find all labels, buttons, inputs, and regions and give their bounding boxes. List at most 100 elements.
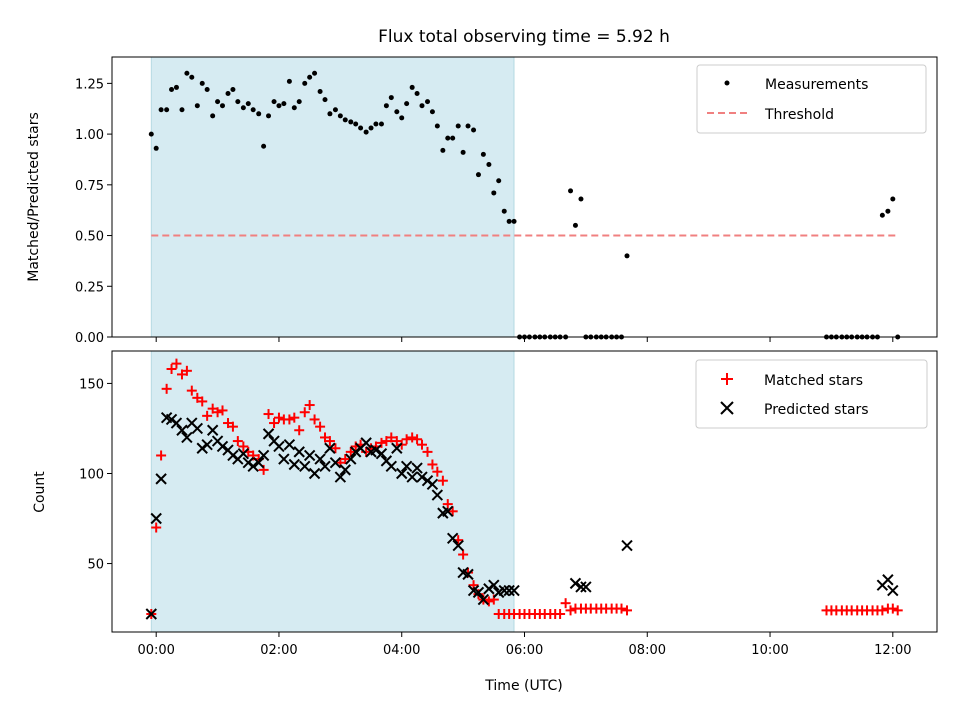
measurement-point <box>373 121 379 127</box>
matched-star-point <box>202 410 213 421</box>
legend-predicted-label: Predicted stars <box>764 402 869 418</box>
matched-star-point <box>376 437 387 448</box>
matched-star-points <box>146 358 903 619</box>
x-tick-label: 02:00 <box>260 643 297 658</box>
measurement-point <box>358 125 364 131</box>
matched-star-point <box>340 454 351 465</box>
matched-star-point <box>289 412 300 423</box>
predicted-star-point <box>462 568 474 581</box>
bottom-x-ticks: 00:00 02:00 04:00 06:00 08:00 10:00 12:00 <box>137 632 912 658</box>
measurement-point <box>378 121 384 127</box>
matched-star-point <box>181 365 192 376</box>
predicted-star-point <box>176 424 188 436</box>
predicted-star-point <box>385 460 398 472</box>
predicted-star-point <box>375 447 388 460</box>
bottom-legend: Matched stars Predicted stars <box>695 359 928 429</box>
measurement-point <box>215 99 221 105</box>
measurement-point <box>173 84 179 90</box>
predicted-star-point <box>334 471 347 483</box>
top-observing-span <box>150 56 515 338</box>
measurement-point <box>184 70 190 76</box>
matched-star-point <box>217 405 228 416</box>
predicted-star-point <box>273 440 285 453</box>
bottom-observing-span <box>150 350 515 633</box>
bottom-y-ticks: 50 100 150 <box>79 377 112 573</box>
chart-title: Flux total observing time = 5.92 h <box>378 27 670 47</box>
top-y-ticks: 0.00 0.25 0.50 0.75 1.00 1.25 <box>75 77 112 346</box>
measurement-point <box>291 105 297 111</box>
predicted-star-point <box>247 460 259 472</box>
measurement-point <box>332 107 338 113</box>
measurement-point <box>440 147 446 153</box>
matched-star-point <box>166 364 177 375</box>
measurement-point <box>281 101 287 107</box>
measurement-point <box>322 97 328 103</box>
measurement-point <box>225 91 231 97</box>
predicted-star-point <box>442 505 454 518</box>
x-tick-label: 08:00 <box>629 643 666 658</box>
x-tick-label: 10:00 <box>751 643 788 658</box>
matched-star-point <box>304 400 315 411</box>
measurement-point <box>496 178 502 184</box>
predicted-star-point <box>575 581 587 593</box>
predicted-star-point <box>288 458 301 471</box>
predicted-star-point <box>216 440 229 453</box>
measurement-point <box>327 111 333 117</box>
predicted-star-point <box>580 581 592 593</box>
predicted-star-point <box>324 442 336 454</box>
measurement-point <box>307 74 313 80</box>
matched-star-point <box>437 475 448 486</box>
matched-star-point <box>330 443 341 454</box>
measurement-point <box>266 113 272 119</box>
predicted-star-point <box>237 447 250 460</box>
predicted-star-point <box>206 424 219 436</box>
measurement-point <box>230 86 236 92</box>
matched-star-point <box>273 412 284 423</box>
measurement-point <box>404 101 410 107</box>
matched-star-point <box>186 385 197 396</box>
matched-star-point <box>212 407 223 418</box>
matched-star-point <box>463 567 474 578</box>
measurement-point <box>158 107 164 113</box>
matched-star-point <box>151 522 162 533</box>
measurement-point <box>465 123 471 129</box>
measurement-point <box>511 218 517 224</box>
measurement-point <box>148 131 154 137</box>
measurement-point <box>506 218 512 224</box>
predicted-star-point <box>181 431 193 444</box>
measurement-point <box>429 109 435 115</box>
measurement-point <box>455 123 461 129</box>
measurement-point <box>296 99 302 105</box>
bottom-y-tick-label: 150 <box>79 377 104 392</box>
top-legend: Measurements Threshold <box>696 64 927 134</box>
x-tick-label: 12:00 <box>874 643 911 658</box>
x-axis-label: Time (UTC) <box>484 678 562 694</box>
predicted-star-point <box>253 456 265 469</box>
measurement-point <box>578 196 584 202</box>
predicted-star-point <box>308 467 321 480</box>
legend-threshold-label: Threshold <box>764 107 834 123</box>
predicted-star-point <box>621 539 633 552</box>
measurement-point <box>153 145 159 151</box>
measurement-point <box>337 113 343 119</box>
predicted-star-point <box>293 446 305 458</box>
predicted-star-point <box>345 453 357 465</box>
predicted-star-point <box>329 456 342 469</box>
measurement-point <box>414 91 420 97</box>
measurement-point <box>394 109 400 115</box>
top-y-tick-label: 0.75 <box>75 179 104 194</box>
predicted-star-point <box>882 574 894 586</box>
matched-star-point <box>324 436 335 447</box>
predicted-star-point <box>498 584 510 597</box>
matched-star-point <box>345 446 356 457</box>
top-y-axis-label: Matched/Predicted stars <box>26 112 42 282</box>
matched-star-point <box>616 603 627 614</box>
measurement-point <box>204 86 210 92</box>
measurement-point <box>572 222 578 228</box>
matched-star-point <box>269 418 280 429</box>
matched-star-point <box>422 446 433 457</box>
matched-star-point <box>416 439 427 450</box>
top-plot-frame <box>111 56 938 338</box>
measurement-point <box>219 103 225 109</box>
predicted-star-point <box>431 489 444 501</box>
